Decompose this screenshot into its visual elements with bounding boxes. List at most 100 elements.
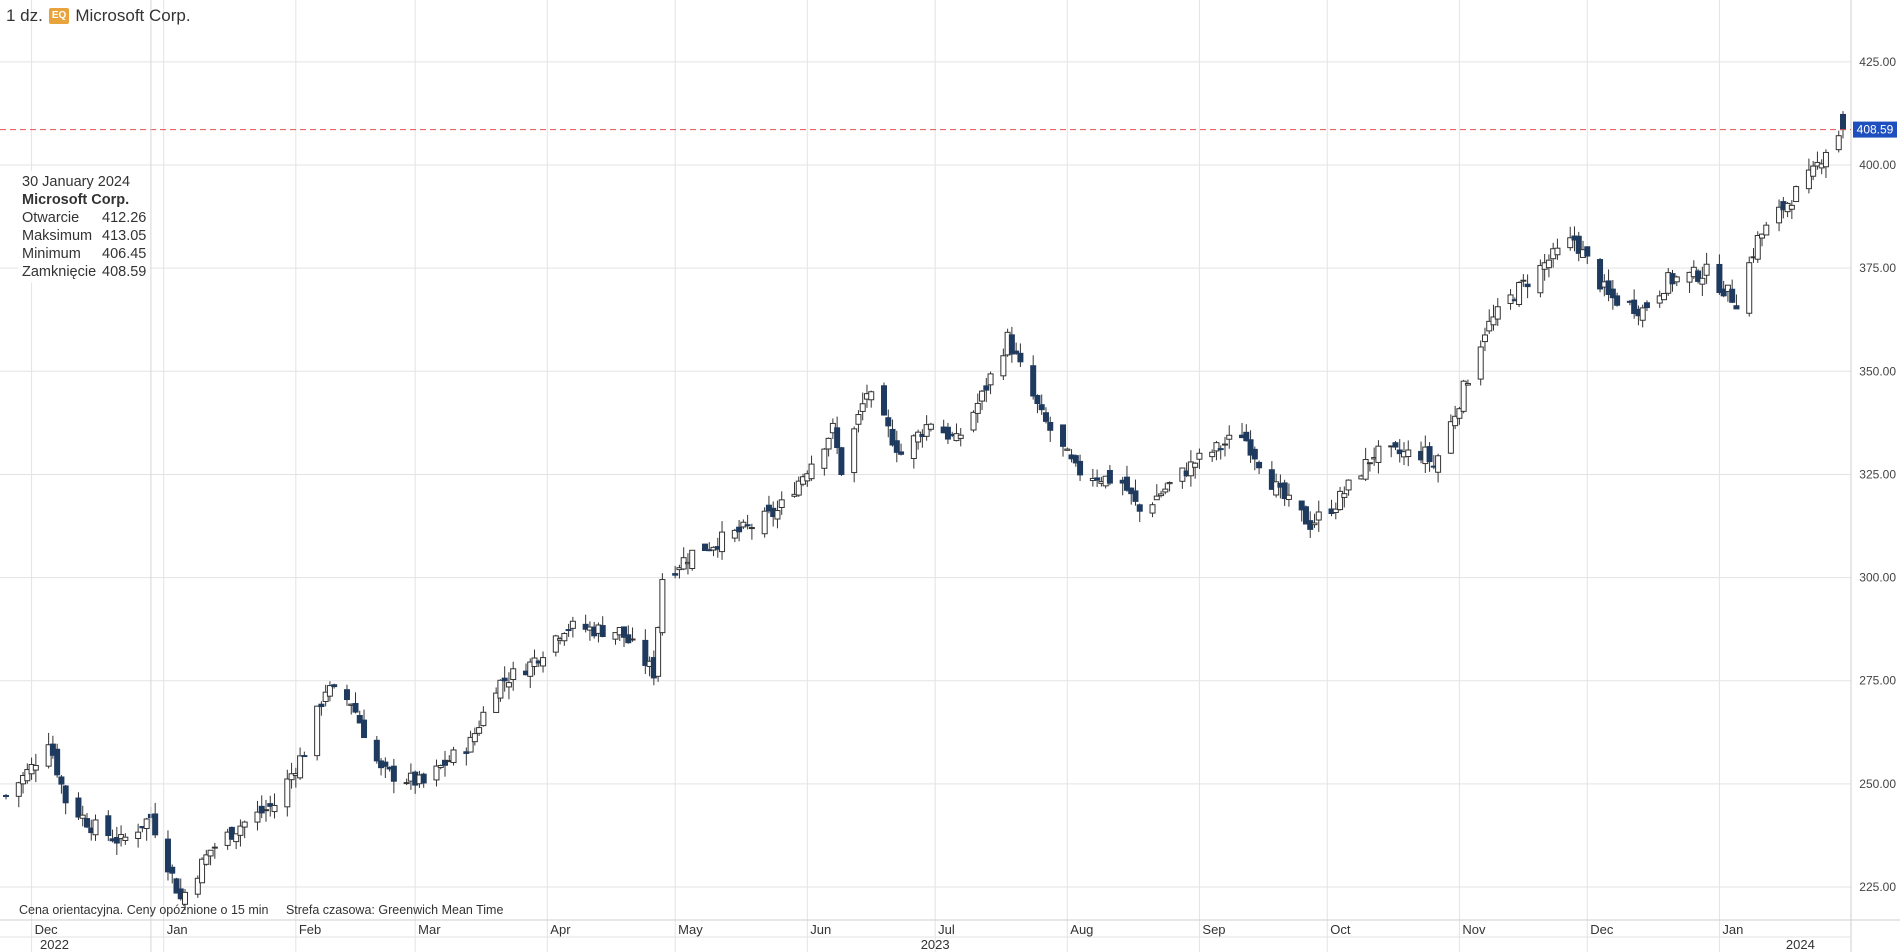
candle-body bbox=[233, 833, 240, 843]
candle-body bbox=[1464, 382, 1471, 386]
candle-body bbox=[1575, 235, 1582, 254]
candle-body bbox=[540, 657, 547, 667]
candle-body bbox=[54, 748, 61, 776]
candle-body bbox=[1597, 259, 1604, 290]
instrument-name[interactable]: Microsoft Corp. bbox=[75, 6, 191, 25]
x-year-label: 2024 bbox=[1786, 937, 1815, 952]
candle-body bbox=[859, 403, 866, 412]
candle-body bbox=[164, 838, 171, 873]
candle-body bbox=[1554, 247, 1561, 256]
candle-body bbox=[1132, 490, 1139, 502]
candle-body bbox=[1835, 135, 1842, 151]
candle-body bbox=[881, 385, 888, 416]
candle-body bbox=[211, 846, 218, 849]
candle-body bbox=[1699, 277, 1706, 285]
candle-body bbox=[105, 815, 112, 837]
x-tick-label: Dec bbox=[35, 922, 59, 937]
current-price-tag bbox=[1853, 121, 1897, 138]
candle-body bbox=[1298, 500, 1305, 511]
candle-body bbox=[821, 448, 828, 469]
candle-body bbox=[284, 778, 291, 808]
candle-body bbox=[1047, 421, 1054, 431]
candle-body bbox=[923, 424, 930, 437]
candle-body bbox=[731, 529, 738, 539]
candle-body bbox=[143, 818, 150, 830]
tooltip-row-high: Maksimum 413.05 bbox=[22, 227, 146, 245]
candle-body bbox=[1716, 263, 1723, 293]
candle-body bbox=[24, 769, 31, 782]
candle-body bbox=[915, 431, 922, 443]
candle-body bbox=[1733, 305, 1740, 310]
candle-body bbox=[1545, 259, 1552, 269]
candle-body bbox=[719, 531, 726, 553]
candle-body bbox=[1149, 504, 1156, 514]
tooltip-label: Otwarcie bbox=[22, 210, 80, 226]
candle-body bbox=[1605, 280, 1612, 295]
candle-body bbox=[420, 773, 427, 784]
candle-body bbox=[497, 679, 504, 699]
candle-body bbox=[113, 836, 120, 844]
candle-body bbox=[58, 776, 65, 785]
candle-body bbox=[983, 385, 990, 391]
candle-body bbox=[1754, 234, 1761, 260]
candle-body bbox=[173, 878, 180, 894]
candle-body bbox=[182, 891, 189, 905]
candle-body bbox=[450, 749, 457, 764]
candle-body bbox=[1196, 452, 1203, 460]
candle-body bbox=[1405, 449, 1412, 458]
x-year-label: 2023 bbox=[921, 937, 950, 952]
candle-body bbox=[501, 677, 508, 682]
candle-body bbox=[1805, 169, 1812, 190]
candle-body bbox=[599, 625, 606, 637]
x-tick-label: Jun bbox=[810, 922, 831, 937]
candle-body bbox=[15, 782, 22, 797]
candle-body bbox=[122, 836, 129, 841]
candle-body bbox=[736, 526, 743, 533]
candle-body bbox=[655, 627, 662, 677]
candle-body bbox=[1077, 460, 1084, 476]
candle-body bbox=[373, 739, 380, 762]
candle-body bbox=[552, 635, 559, 653]
candle-body bbox=[356, 715, 363, 724]
tooltip-instrument: Microsoft Corp. bbox=[22, 192, 130, 208]
candle-body bbox=[1631, 299, 1638, 314]
candle-body bbox=[1537, 264, 1544, 294]
x-tick-label: Jul bbox=[938, 922, 955, 937]
candle-body bbox=[199, 858, 206, 884]
x-tick-label: Nov bbox=[1462, 922, 1486, 937]
candle-body bbox=[207, 849, 214, 857]
candle-body bbox=[271, 804, 278, 813]
candle-body bbox=[1158, 493, 1165, 497]
y-tick-label: 350.00 bbox=[1859, 364, 1896, 378]
candle-body bbox=[927, 423, 934, 430]
candle-body bbox=[1686, 271, 1693, 283]
timeframe-label[interactable]: 1 dz. bbox=[6, 6, 43, 25]
candle-body bbox=[1366, 462, 1373, 465]
candle-body bbox=[561, 632, 568, 642]
candle-body bbox=[1000, 355, 1007, 377]
candle-body bbox=[1486, 320, 1493, 332]
candle-body bbox=[403, 782, 410, 785]
tooltip-row-close: Zamknięcie 408.59 bbox=[22, 263, 146, 281]
candle-body bbox=[463, 751, 470, 754]
candle-body bbox=[889, 428, 896, 446]
candle-body bbox=[322, 691, 329, 703]
candle-body bbox=[1507, 294, 1514, 304]
candle-body bbox=[527, 661, 534, 677]
candle-body bbox=[1392, 442, 1399, 448]
candle-body bbox=[621, 626, 628, 638]
candle-body bbox=[612, 632, 619, 640]
candle-body bbox=[194, 877, 201, 895]
candle-body bbox=[1034, 395, 1041, 405]
candle-body bbox=[834, 427, 841, 448]
candle-body bbox=[326, 685, 333, 697]
candle-body bbox=[569, 620, 576, 629]
candle-body bbox=[510, 668, 517, 680]
candle-body bbox=[1793, 186, 1800, 203]
candle-body bbox=[944, 426, 951, 440]
candle-body bbox=[1643, 302, 1650, 309]
candle-body bbox=[1209, 451, 1216, 458]
candle-body bbox=[1426, 446, 1433, 463]
